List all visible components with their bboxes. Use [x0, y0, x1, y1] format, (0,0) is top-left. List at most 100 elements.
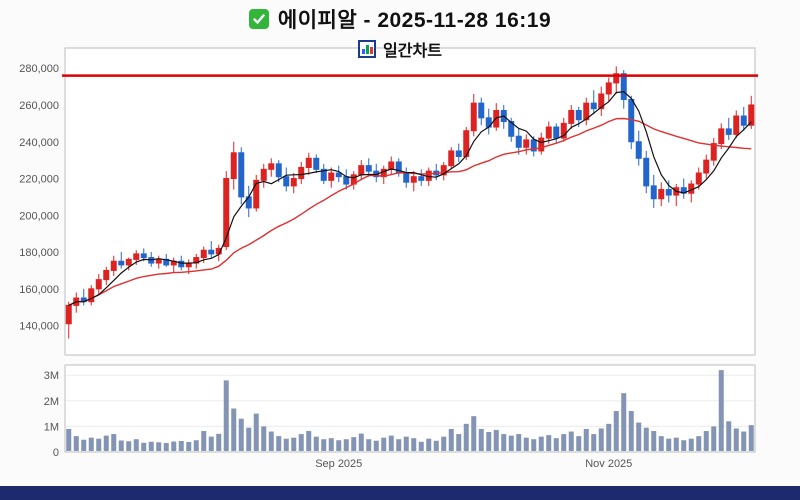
volume-bar	[283, 438, 289, 451]
volume-bar	[651, 431, 657, 451]
volume-bar	[216, 433, 222, 451]
candles	[65, 66, 755, 339]
volume-bar	[253, 413, 259, 451]
volume-bar	[201, 431, 207, 451]
price-tick-label: 260,000	[19, 100, 59, 112]
candle-body	[545, 126, 552, 139]
x-tick-label: Nov 2025	[585, 458, 632, 470]
candle-body	[133, 253, 140, 260]
volume-tick-label: 2M	[44, 396, 59, 408]
volume-bar	[276, 436, 282, 451]
volume-bar	[373, 440, 379, 451]
title-row: 에이피알 - 2025-11-28 16:19	[248, 4, 551, 34]
volume-bar	[726, 421, 732, 451]
candle-body	[455, 150, 462, 157]
volume-bar	[681, 440, 687, 451]
volume-bar	[688, 438, 694, 451]
volume-bar	[133, 439, 139, 451]
volume-bar	[553, 438, 559, 451]
candle-body	[635, 141, 642, 159]
volume-bar	[718, 370, 724, 451]
volume-bar	[561, 434, 567, 451]
volume-bar	[576, 436, 582, 451]
candle-body	[530, 139, 537, 152]
candle-body	[410, 176, 417, 183]
volume-bar	[351, 437, 357, 451]
price-tick-label: 160,000	[19, 284, 59, 296]
candle-body	[568, 110, 575, 124]
candle-body	[523, 139, 530, 148]
footer-bar	[0, 486, 800, 500]
volume-bar	[96, 438, 102, 451]
candle-body	[710, 143, 717, 161]
volume-bar	[403, 436, 409, 451]
volume-tick-label: 3M	[44, 370, 59, 382]
candle-body	[125, 258, 132, 266]
volume-bar	[148, 441, 154, 451]
candle-body	[388, 161, 395, 170]
volume-bar	[546, 435, 552, 451]
candle-body	[298, 166, 305, 180]
volume-bar	[703, 431, 709, 451]
candle-body	[320, 168, 327, 181]
chart-panels	[64, 47, 756, 453]
volume-bar	[433, 440, 439, 451]
candle-body	[283, 176, 290, 187]
candle-body	[268, 163, 275, 170]
candle-body	[613, 73, 620, 84]
volume-bar	[88, 437, 94, 451]
candle-body	[103, 269, 110, 281]
chart-header: 에이피알 - 2025-11-28 16:19 일간차트	[0, 4, 800, 61]
volume-bar	[336, 440, 342, 451]
candle-body	[448, 150, 455, 167]
volume-bar	[733, 428, 739, 451]
volume-bar	[456, 434, 462, 451]
candle-body	[658, 189, 665, 200]
candle-body	[200, 249, 207, 259]
volume-bar	[523, 437, 529, 451]
volume-tick-label: 0	[53, 447, 59, 459]
candle-body	[275, 163, 282, 178]
price-axis-labels: 140,000 160,000 180,000 200,000 220,000 240,0…	[19, 63, 59, 332]
volume-bar	[396, 439, 402, 451]
x-tick-label: Sep 2025	[315, 458, 362, 470]
volume-bar	[328, 438, 334, 451]
price-tick-label: 240,000	[19, 137, 59, 149]
candle-body	[65, 304, 72, 325]
candle-body	[650, 185, 657, 200]
volume-bar	[591, 434, 597, 451]
volume-bar	[696, 436, 702, 451]
volume-bar	[441, 436, 447, 451]
volume-bar	[238, 418, 244, 451]
candle-body	[305, 157, 312, 168]
candle-body	[223, 178, 230, 248]
volume-bar	[748, 425, 754, 451]
candle-body	[253, 179, 260, 209]
volume-bar	[628, 411, 634, 451]
volume-bar	[208, 436, 214, 451]
price-tick-label: 180,000	[19, 247, 59, 259]
volume-tick-label: 1M	[44, 421, 59, 433]
candle-body	[665, 189, 672, 196]
candle-body	[470, 102, 477, 132]
volume-bar	[643, 427, 649, 451]
candle-body	[703, 159, 710, 174]
volume-bar	[448, 428, 454, 451]
volume-bar	[516, 434, 522, 451]
volume-bar	[358, 433, 364, 451]
volume-bar	[111, 434, 117, 451]
volume-bar	[418, 441, 424, 451]
volume-bar	[426, 438, 432, 451]
checkbox-checked-icon	[248, 9, 269, 29]
candle-body	[725, 128, 732, 135]
volume-bar	[366, 439, 372, 451]
volume-bar	[531, 439, 537, 451]
volume-bar	[658, 436, 664, 451]
price-tick-label: 220,000	[19, 174, 59, 186]
candle-body	[328, 172, 335, 181]
candle-body	[178, 260, 185, 268]
candle-body	[260, 168, 267, 181]
price-tick-label: 200,000	[19, 210, 59, 222]
volume-bar	[501, 434, 507, 451]
volume-bar	[538, 436, 544, 451]
